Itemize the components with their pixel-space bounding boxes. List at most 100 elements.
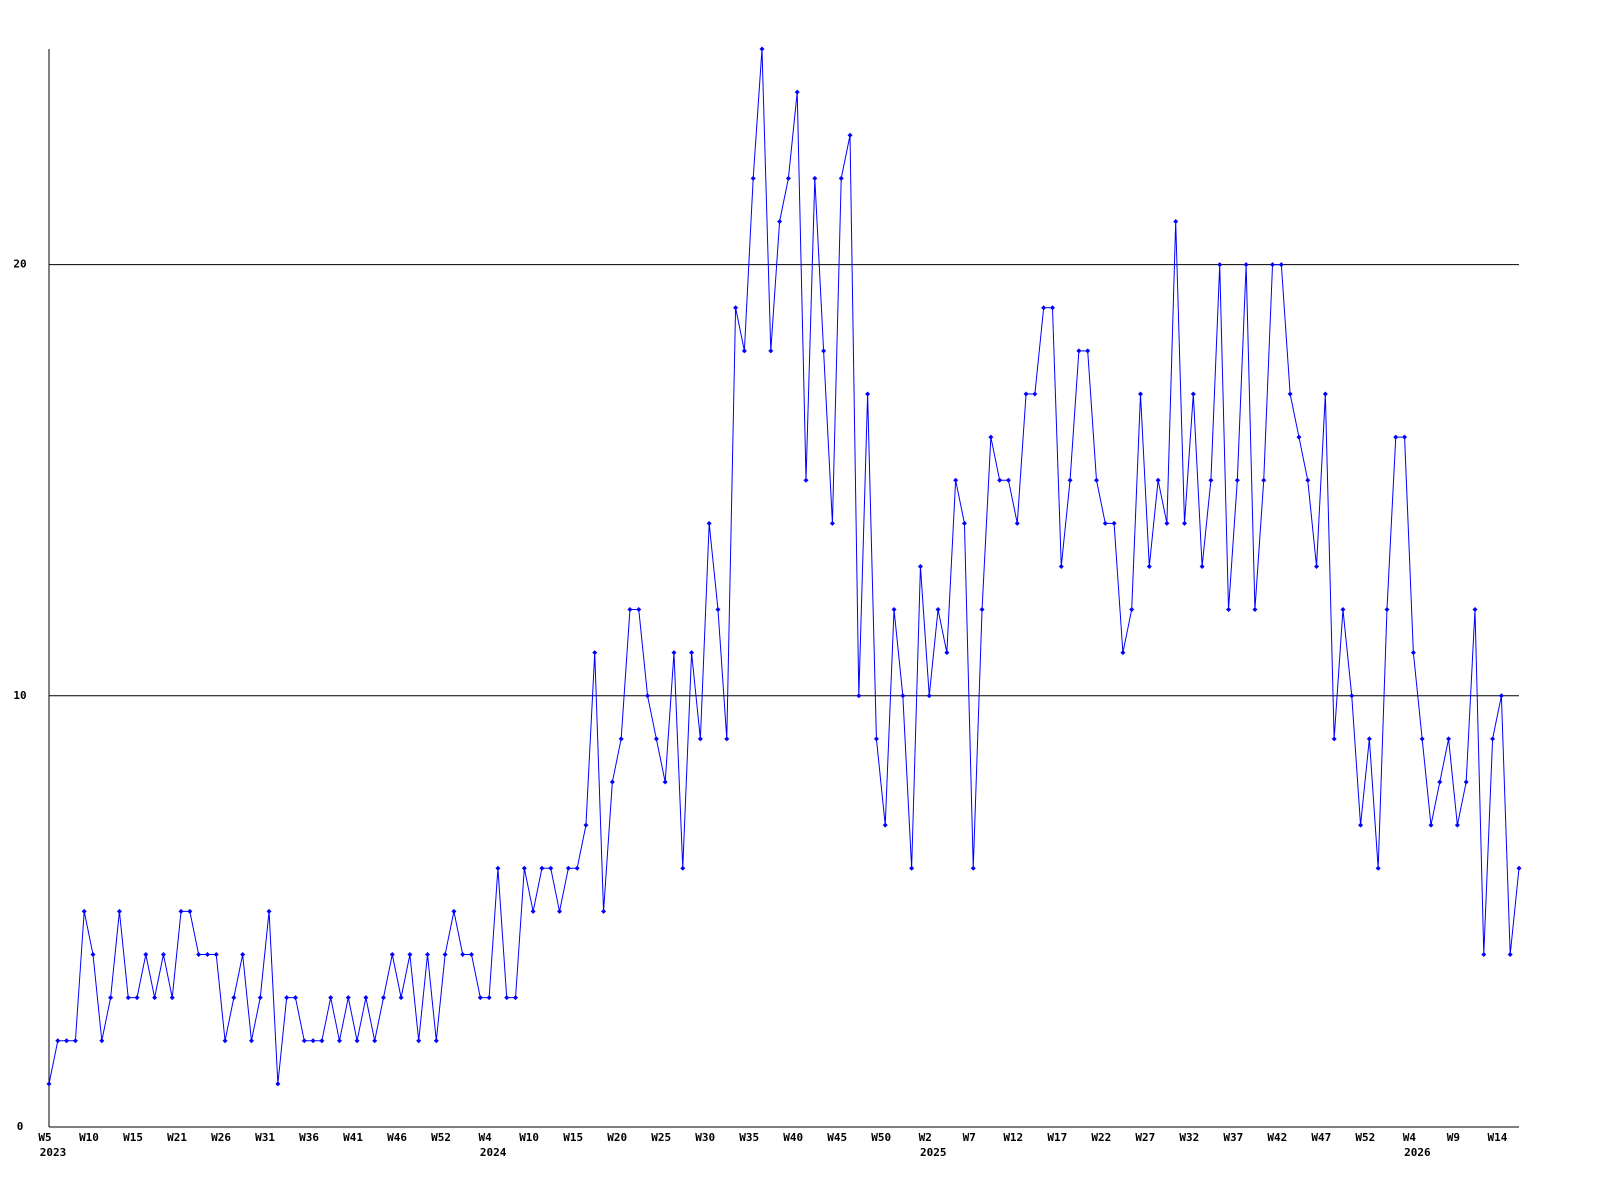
x-tick-label: W27 [1135, 1131, 1155, 1144]
data-point [539, 865, 545, 871]
data-point [1270, 262, 1276, 268]
data-point [1182, 520, 1188, 526]
x-tick-label: W5 [38, 1131, 51, 1144]
data-point [847, 132, 853, 138]
data-point [81, 908, 87, 914]
data-point [380, 995, 386, 1001]
data-point [1446, 736, 1452, 742]
data-point [1005, 477, 1011, 483]
data-point [1349, 693, 1355, 699]
data-point [231, 995, 237, 1001]
data-point [909, 865, 915, 871]
data-point [1463, 779, 1469, 785]
data-point [1076, 348, 1082, 354]
data-point [1155, 477, 1161, 483]
data-point [768, 348, 774, 354]
data-point [336, 1038, 342, 1044]
x-tick-label: W52 [431, 1131, 451, 1144]
data-point [671, 650, 677, 656]
data-point [460, 952, 466, 958]
data-point [328, 995, 334, 1001]
data-point [248, 1038, 254, 1044]
data-point [345, 995, 351, 1001]
data-point [1419, 736, 1425, 742]
data-point [1190, 391, 1196, 397]
data-point [1217, 262, 1223, 268]
x-tick-label: W52 [1355, 1131, 1375, 1144]
x-tick-label: W10 [79, 1131, 99, 1144]
data-point [55, 1038, 61, 1044]
x-tick-label: W47 [1311, 1131, 1331, 1144]
data-point [1472, 607, 1478, 613]
data-point [944, 650, 950, 656]
data-point [64, 1038, 70, 1044]
data-point [653, 736, 659, 742]
x-tick-label: W10 [519, 1131, 539, 1144]
x-tick-label: W46 [387, 1131, 407, 1144]
data-point [275, 1081, 281, 1087]
data-point [583, 822, 589, 828]
data-point [1146, 563, 1152, 569]
data-point [759, 46, 765, 52]
data-point [1102, 520, 1108, 526]
data-point [72, 1038, 78, 1044]
data-point [979, 607, 985, 613]
data-point [724, 736, 730, 742]
data-point [143, 952, 149, 958]
data-point [152, 995, 158, 1001]
data-point [451, 908, 457, 914]
data-point [1014, 520, 1020, 526]
data-point [1173, 218, 1179, 224]
data-point [1058, 563, 1064, 569]
data-point [803, 477, 809, 483]
data-point [1516, 865, 1522, 871]
data-point [1437, 779, 1443, 785]
data-point [363, 995, 369, 1001]
x-tick-label: W42 [1267, 1131, 1287, 1144]
data-point [856, 693, 862, 699]
data-point [433, 1038, 439, 1044]
data-point [1041, 305, 1047, 311]
data-point [1085, 348, 1091, 354]
data-point [548, 865, 554, 871]
x-tick-label: W9 [1447, 1131, 1460, 1144]
data-point [609, 779, 615, 785]
year-label: 2023 [40, 1146, 67, 1159]
data-point [627, 607, 633, 613]
x-tick-label: W36 [299, 1131, 319, 1144]
data-point [1384, 607, 1390, 613]
x-tick-label: W12 [1003, 1131, 1023, 1144]
data-point [169, 995, 175, 1001]
data-point [1093, 477, 1099, 483]
data-point [521, 865, 527, 871]
x-tick-label: W40 [783, 1131, 803, 1144]
data-point [204, 952, 210, 958]
data-point [213, 952, 219, 958]
data-point [1049, 305, 1055, 311]
x-tick-label: W26 [211, 1131, 231, 1144]
data-point [891, 607, 897, 613]
data-point [178, 908, 184, 914]
data-point [1358, 822, 1364, 828]
data-point [574, 865, 580, 871]
data-point [873, 736, 879, 742]
data-point [134, 995, 140, 1001]
year-label: 2026 [1404, 1146, 1431, 1159]
data-point [319, 1038, 325, 1044]
data-point [116, 908, 122, 914]
data-point [222, 1038, 228, 1044]
x-tick-label: W25 [651, 1131, 671, 1144]
data-point [1023, 391, 1029, 397]
data-point [513, 995, 519, 1001]
data-point [125, 995, 131, 1001]
data-point [90, 952, 96, 958]
data-point [1305, 477, 1311, 483]
x-tick-label: W22 [1091, 1131, 1111, 1144]
data-point [1067, 477, 1073, 483]
x-tick-label: W50 [871, 1131, 891, 1144]
data-point [1226, 607, 1232, 613]
data-point [785, 175, 791, 181]
data-point [812, 175, 818, 181]
data-point [1322, 391, 1328, 397]
